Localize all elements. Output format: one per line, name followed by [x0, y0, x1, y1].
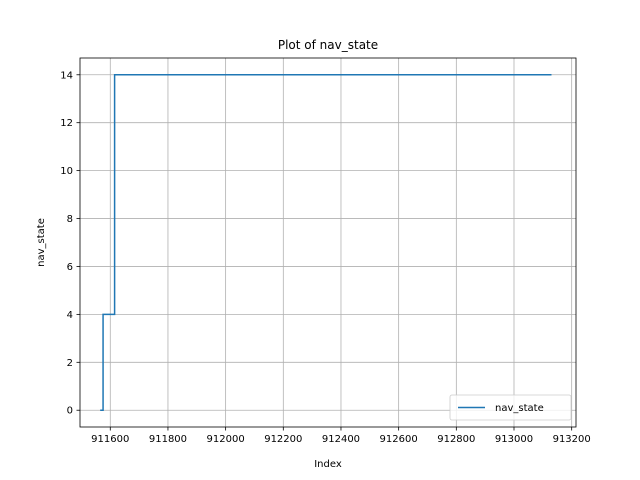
x-tick-label: 911800: [149, 434, 187, 445]
plot-area-frame: [79, 57, 577, 428]
legend: nav_state: [449, 394, 572, 421]
legend-label: nav_state: [495, 403, 544, 414]
x-tick-label: 913200: [553, 434, 591, 445]
legend-box: [449, 394, 572, 421]
series-line-nav_state: [100, 74, 552, 411]
x-tick-label: 911600: [91, 434, 129, 445]
x-tick-label: 912600: [380, 434, 418, 445]
x-tick-label: 912400: [322, 434, 360, 445]
y-tick-label: 6: [67, 262, 73, 273]
ticks: 911600 911800 912000 912200 912400 912600 9128…: [60, 70, 591, 445]
y-axis-label: nav_state: [36, 218, 47, 267]
x-axis-label: Index: [314, 459, 342, 470]
x-tick-label: 912000: [207, 434, 245, 445]
x-tick-label: 913000: [495, 434, 533, 445]
y-tick-label: 12: [60, 118, 73, 129]
series-layer: [100, 74, 552, 411]
chart-title: Plot of nav_state: [278, 38, 378, 52]
y-tick-label: 10: [60, 166, 73, 177]
y-tick-label: 2: [67, 358, 73, 369]
y-tick-label: 0: [67, 406, 73, 417]
grid: [80, 58, 576, 427]
y-tick-label: 4: [67, 310, 73, 321]
y-tick-label: 8: [67, 214, 73, 225]
x-tick-label: 912800: [437, 434, 475, 445]
x-tick-label: 912200: [264, 434, 302, 445]
y-tick-label: 14: [60, 70, 73, 81]
